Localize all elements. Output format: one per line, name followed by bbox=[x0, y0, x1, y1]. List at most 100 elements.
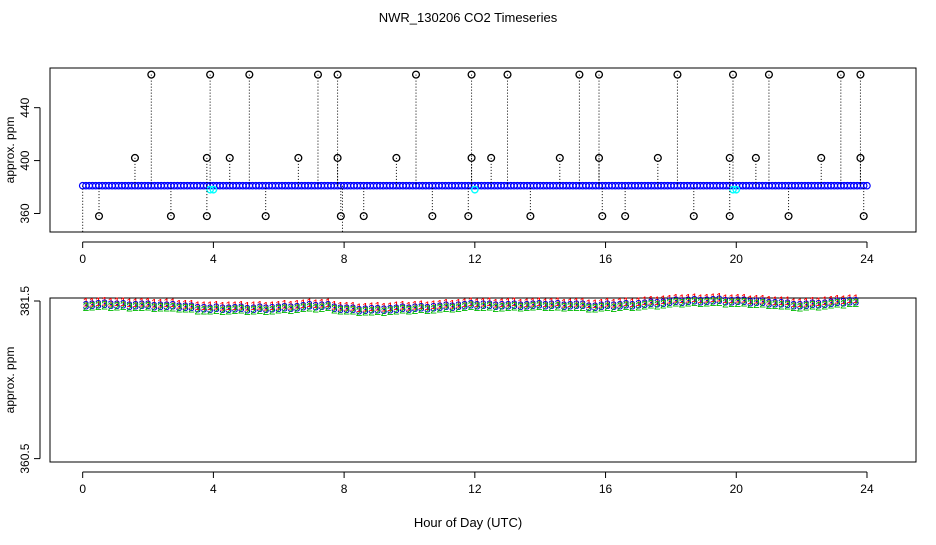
series-3-point: 3 bbox=[381, 303, 388, 317]
series-1-point: 1 bbox=[350, 299, 357, 313]
series-2-point: 2 bbox=[635, 299, 642, 313]
series-1-point: 1 bbox=[418, 298, 425, 312]
series-1-point: 1 bbox=[660, 293, 667, 307]
series-2-point: 2 bbox=[530, 300, 537, 314]
flagged-point bbox=[732, 185, 741, 194]
series-3-point: 3 bbox=[399, 301, 406, 315]
top-x-tick-label: 8 bbox=[341, 252, 348, 266]
series-1-point: 1 bbox=[201, 299, 208, 313]
series-2-point: 2 bbox=[331, 303, 338, 317]
outlier-point bbox=[817, 153, 826, 162]
series-1-point: 1 bbox=[685, 291, 692, 305]
series-3-point: 3 bbox=[443, 299, 450, 313]
series-1-point: 1 bbox=[604, 296, 611, 310]
series-3-point: 3 bbox=[517, 299, 524, 313]
series-2-point: 2 bbox=[194, 303, 201, 317]
series-1-point: 1 bbox=[319, 296, 326, 310]
series-3-point: 3 bbox=[722, 295, 729, 309]
series-3-point: 3 bbox=[648, 296, 655, 310]
series-3-point: 3 bbox=[455, 299, 462, 313]
series-3-point: 3 bbox=[561, 299, 568, 313]
series-2-point: 2 bbox=[666, 297, 673, 311]
series-1-point: 1 bbox=[288, 298, 295, 312]
series-3-point: 3 bbox=[474, 299, 481, 313]
series-3-point: 3 bbox=[132, 299, 139, 313]
series-3-point: 3 bbox=[362, 303, 369, 317]
series-2-point: 2 bbox=[356, 305, 363, 319]
outlier-point bbox=[598, 212, 607, 221]
series-3-point: 3 bbox=[300, 299, 307, 313]
series-2-point: 2 bbox=[238, 303, 245, 317]
series-1-point: 1 bbox=[374, 300, 381, 314]
series-1-point: 1 bbox=[815, 295, 822, 309]
outlier-point bbox=[202, 153, 211, 162]
series-3-point: 3 bbox=[492, 299, 499, 313]
series-2-point: 2 bbox=[685, 296, 692, 310]
series-2-point: 2 bbox=[672, 296, 679, 310]
series-1-point: 1 bbox=[393, 299, 400, 313]
series-3-point: 3 bbox=[505, 298, 512, 312]
series-2-point: 2 bbox=[138, 300, 145, 314]
series-2-point: 2 bbox=[778, 298, 785, 312]
series-3-point: 3 bbox=[654, 297, 661, 311]
series-1-point: 1 bbox=[828, 293, 835, 307]
series-3-point: 3 bbox=[735, 294, 742, 308]
series-2-point: 2 bbox=[809, 299, 816, 313]
series-2-point: 2 bbox=[163, 301, 170, 315]
series-1-point: 1 bbox=[623, 295, 630, 309]
series-2-point: 2 bbox=[269, 303, 276, 317]
series-2-point: 2 bbox=[225, 303, 232, 317]
series-2-point: 2 bbox=[610, 301, 617, 315]
series-2-point: 2 bbox=[735, 296, 742, 310]
series-3-point: 3 bbox=[604, 298, 611, 312]
series-1-point: 1 bbox=[300, 297, 307, 311]
series-1-point: 1 bbox=[728, 292, 735, 306]
series-1-point: 1 bbox=[592, 297, 599, 311]
series-3-point: 3 bbox=[697, 294, 704, 308]
series-1-point: 1 bbox=[641, 294, 648, 308]
series-1-point: 1 bbox=[809, 294, 816, 308]
outlier-point bbox=[467, 70, 476, 79]
outlier-point bbox=[261, 212, 270, 221]
series-3-point: 3 bbox=[716, 293, 723, 307]
outlier-point bbox=[392, 153, 401, 162]
series-3-point: 3 bbox=[294, 300, 301, 314]
series-3-point: 3 bbox=[269, 302, 276, 316]
series-1-point: 1 bbox=[294, 298, 301, 312]
series-2-point: 2 bbox=[424, 303, 431, 317]
series-1-point: 1 bbox=[554, 295, 561, 309]
series-3-point: 3 bbox=[579, 298, 586, 312]
series-1-point: 1 bbox=[101, 294, 108, 308]
bottom-y-tick-label: 360.5 bbox=[18, 443, 32, 473]
flagged-point bbox=[206, 185, 215, 194]
bottom-x-tick-label: 12 bbox=[468, 482, 482, 496]
series-3-point: 3 bbox=[610, 299, 617, 313]
chart-title: NWR_130206 CO2 Timeseries bbox=[379, 10, 558, 25]
series-1-point: 1 bbox=[635, 295, 642, 309]
top-y-tick-label: 440 bbox=[18, 97, 32, 117]
top-plot-frame bbox=[49, 67, 917, 233]
series-3-point: 3 bbox=[598, 299, 605, 313]
series-1-point: 1 bbox=[586, 297, 593, 311]
series-2-point: 2 bbox=[461, 300, 468, 314]
series-3-point: 3 bbox=[784, 297, 791, 311]
series-3-point: 3 bbox=[834, 295, 841, 309]
series-1-point: 1 bbox=[461, 296, 468, 310]
series-1-point: 1 bbox=[219, 300, 226, 314]
series-2-point: 2 bbox=[368, 304, 375, 318]
series-1-point: 1 bbox=[679, 292, 686, 306]
series-3-point: 3 bbox=[157, 299, 164, 313]
series-1-point: 1 bbox=[536, 295, 543, 309]
series-3-point: 3 bbox=[449, 300, 456, 314]
top-y-tick-label: 360 bbox=[18, 203, 32, 223]
series-2-point: 2 bbox=[691, 295, 698, 309]
series-3-point: 3 bbox=[666, 295, 673, 309]
series-1-point: 1 bbox=[672, 291, 679, 305]
series-2-point: 2 bbox=[679, 297, 686, 311]
series-2-point: 2 bbox=[834, 297, 841, 311]
series-1-point: 1 bbox=[561, 296, 568, 310]
series-1-point: 1 bbox=[548, 296, 555, 310]
series-2-point: 2 bbox=[188, 302, 195, 316]
series-2-point: 2 bbox=[374, 304, 381, 318]
